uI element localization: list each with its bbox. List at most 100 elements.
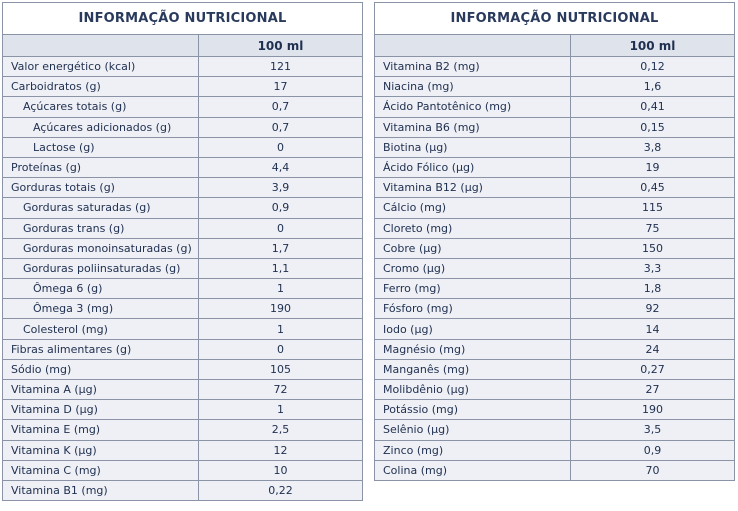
nutrient-label: Ácido Fólico (µg): [375, 157, 571, 177]
nutrient-value: 3,5: [571, 420, 735, 440]
table-row: Gorduras saturadas (g)0,9: [3, 198, 363, 218]
table-row: Cromo (µg)3,3: [375, 258, 735, 278]
table-row: Colina (mg)70: [375, 460, 735, 480]
nutrient-label: Vitamina B1 (mg): [3, 480, 199, 500]
nutrient-label: Vitamina E (mg): [3, 420, 199, 440]
nutrient-value: 0,15: [571, 117, 735, 137]
nutrient-label: Potássio (mg): [375, 400, 571, 420]
nutrient-label: Gorduras poliinsaturadas (g): [3, 258, 199, 278]
nutrient-value: 0: [199, 218, 363, 238]
nutrient-value: 115: [571, 198, 735, 218]
nutrient-value: 105: [199, 359, 363, 379]
nutrition-table-right: INFORMAÇÃO NUTRICIONAL 100 ml Vitamina B…: [374, 2, 735, 481]
nutrient-label: Selênio (µg): [375, 420, 571, 440]
table-row: Vitamina A (µg)72: [3, 380, 363, 400]
nutrient-value: 1,1: [199, 258, 363, 278]
nutrient-rows: Valor energético (kcal)121Carboidratos (…: [3, 57, 363, 501]
nutrient-value: 3,8: [571, 137, 735, 157]
nutrient-label: Vitamina A (µg): [3, 380, 199, 400]
table-row: Ácido Pantotênico (mg)0,41: [375, 97, 735, 117]
nutrient-label: Vitamina D (µg): [3, 400, 199, 420]
table-row: Gorduras trans (g)0: [3, 218, 363, 238]
table-row: Ácido Fólico (µg)19: [375, 157, 735, 177]
column-header: 100 ml: [571, 35, 735, 57]
table-row: Fósforo (mg)92: [375, 299, 735, 319]
nutrient-value: 1,8: [571, 279, 735, 299]
nutrient-label: Gorduras trans (g): [3, 218, 199, 238]
nutrient-value: 75: [571, 218, 735, 238]
table-row: Iodo (µg)14: [375, 319, 735, 339]
table-row: Gorduras monoinsaturadas (g)1,7: [3, 238, 363, 258]
nutrient-rows: Vitamina B2 (mg)0,12Niacina (mg)1,6Ácido…: [375, 57, 735, 481]
nutrient-value: 0: [199, 339, 363, 359]
nutrient-label: Vitamina C (mg): [3, 460, 199, 480]
nutrient-label: Valor energético (kcal): [3, 57, 199, 77]
table-row: Potássio (mg)190: [375, 400, 735, 420]
nutrient-value: 92: [571, 299, 735, 319]
nutrient-value: 17: [199, 77, 363, 97]
nutrient-value: 70: [571, 460, 735, 480]
table-row: Açúcares totais (g)0,7: [3, 97, 363, 117]
nutrient-value: 19: [571, 157, 735, 177]
nutrient-value: 0,9: [571, 440, 735, 460]
table-row: Ômega 3 (mg)190: [3, 299, 363, 319]
nutrient-value: 2,5: [199, 420, 363, 440]
nutrient-label: Zinco (mg): [375, 440, 571, 460]
nutrient-value: 1,6: [571, 77, 735, 97]
nutrient-value: 0,7: [199, 117, 363, 137]
table-row: Manganês (mg)0,27: [375, 359, 735, 379]
table-row: Vitamina D (µg)1: [3, 400, 363, 420]
nutrient-label: Carboidratos (g): [3, 77, 199, 97]
table-row: Lactose (g)0: [3, 137, 363, 157]
nutrient-value: 0,27: [571, 359, 735, 379]
table-row: Biotina (µg)3,8: [375, 137, 735, 157]
nutrient-label: Gorduras saturadas (g): [3, 198, 199, 218]
table-row: Fibras alimentares (g)0: [3, 339, 363, 359]
nutrient-value: 72: [199, 380, 363, 400]
header-label-cell: [375, 35, 571, 57]
nutrient-label: Ácido Pantotênico (mg): [375, 97, 571, 117]
column-header: 100 ml: [199, 35, 363, 57]
nutrient-label: Ômega 3 (mg): [3, 299, 199, 319]
table-row: Valor energético (kcal)121: [3, 57, 363, 77]
nutrient-value: 1: [199, 400, 363, 420]
table-row: Gorduras totais (g)3,9: [3, 178, 363, 198]
nutrient-label: Manganês (mg): [375, 359, 571, 379]
nutrient-value: 12: [199, 440, 363, 460]
table-row: Sódio (mg)105: [3, 359, 363, 379]
table-row: Vitamina K (µg)12: [3, 440, 363, 460]
table-row: Vitamina B12 (µg)0,45: [375, 178, 735, 198]
nutrient-label: Vitamina K (µg): [3, 440, 199, 460]
nutrient-label: Lactose (g): [3, 137, 199, 157]
nutrient-label: Vitamina B6 (mg): [375, 117, 571, 137]
header-label-cell: [3, 35, 199, 57]
nutrient-value: 150: [571, 238, 735, 258]
nutrient-label: Cálcio (mg): [375, 198, 571, 218]
nutrient-value: 3,9: [199, 178, 363, 198]
nutrient-value: 4,4: [199, 157, 363, 177]
table-row: Selênio (µg)3,5: [375, 420, 735, 440]
table-row: Carboidratos (g)17: [3, 77, 363, 97]
nutrient-value: 3,3: [571, 258, 735, 278]
nutrient-label: Proteínas (g): [3, 157, 199, 177]
nutrient-value: 1: [199, 279, 363, 299]
nutrient-value: 0,9: [199, 198, 363, 218]
nutrient-label: Cromo (µg): [375, 258, 571, 278]
nutrient-label: Niacina (mg): [375, 77, 571, 97]
table-row: Cálcio (mg)115: [375, 198, 735, 218]
nutrient-value: 0,12: [571, 57, 735, 77]
nutrient-label: Cloreto (mg): [375, 218, 571, 238]
nutrition-table-left: INFORMAÇÃO NUTRICIONAL 100 ml Valor ener…: [2, 2, 363, 501]
nutrient-value: 27: [571, 380, 735, 400]
nutrient-label: Gorduras totais (g): [3, 178, 199, 198]
nutrient-value: 0,7: [199, 97, 363, 117]
nutrient-value: 1,7: [199, 238, 363, 258]
nutrient-label: Magnésio (mg): [375, 339, 571, 359]
table-row: Colesterol (mg)1: [3, 319, 363, 339]
nutrient-value: 0,41: [571, 97, 735, 117]
table-row: Cobre (µg)150: [375, 238, 735, 258]
nutrient-value: 1: [199, 319, 363, 339]
table-title: INFORMAÇÃO NUTRICIONAL: [375, 3, 735, 35]
table-row: Açúcares adicionados (g)0,7: [3, 117, 363, 137]
table-row: Vitamina B2 (mg)0,12: [375, 57, 735, 77]
